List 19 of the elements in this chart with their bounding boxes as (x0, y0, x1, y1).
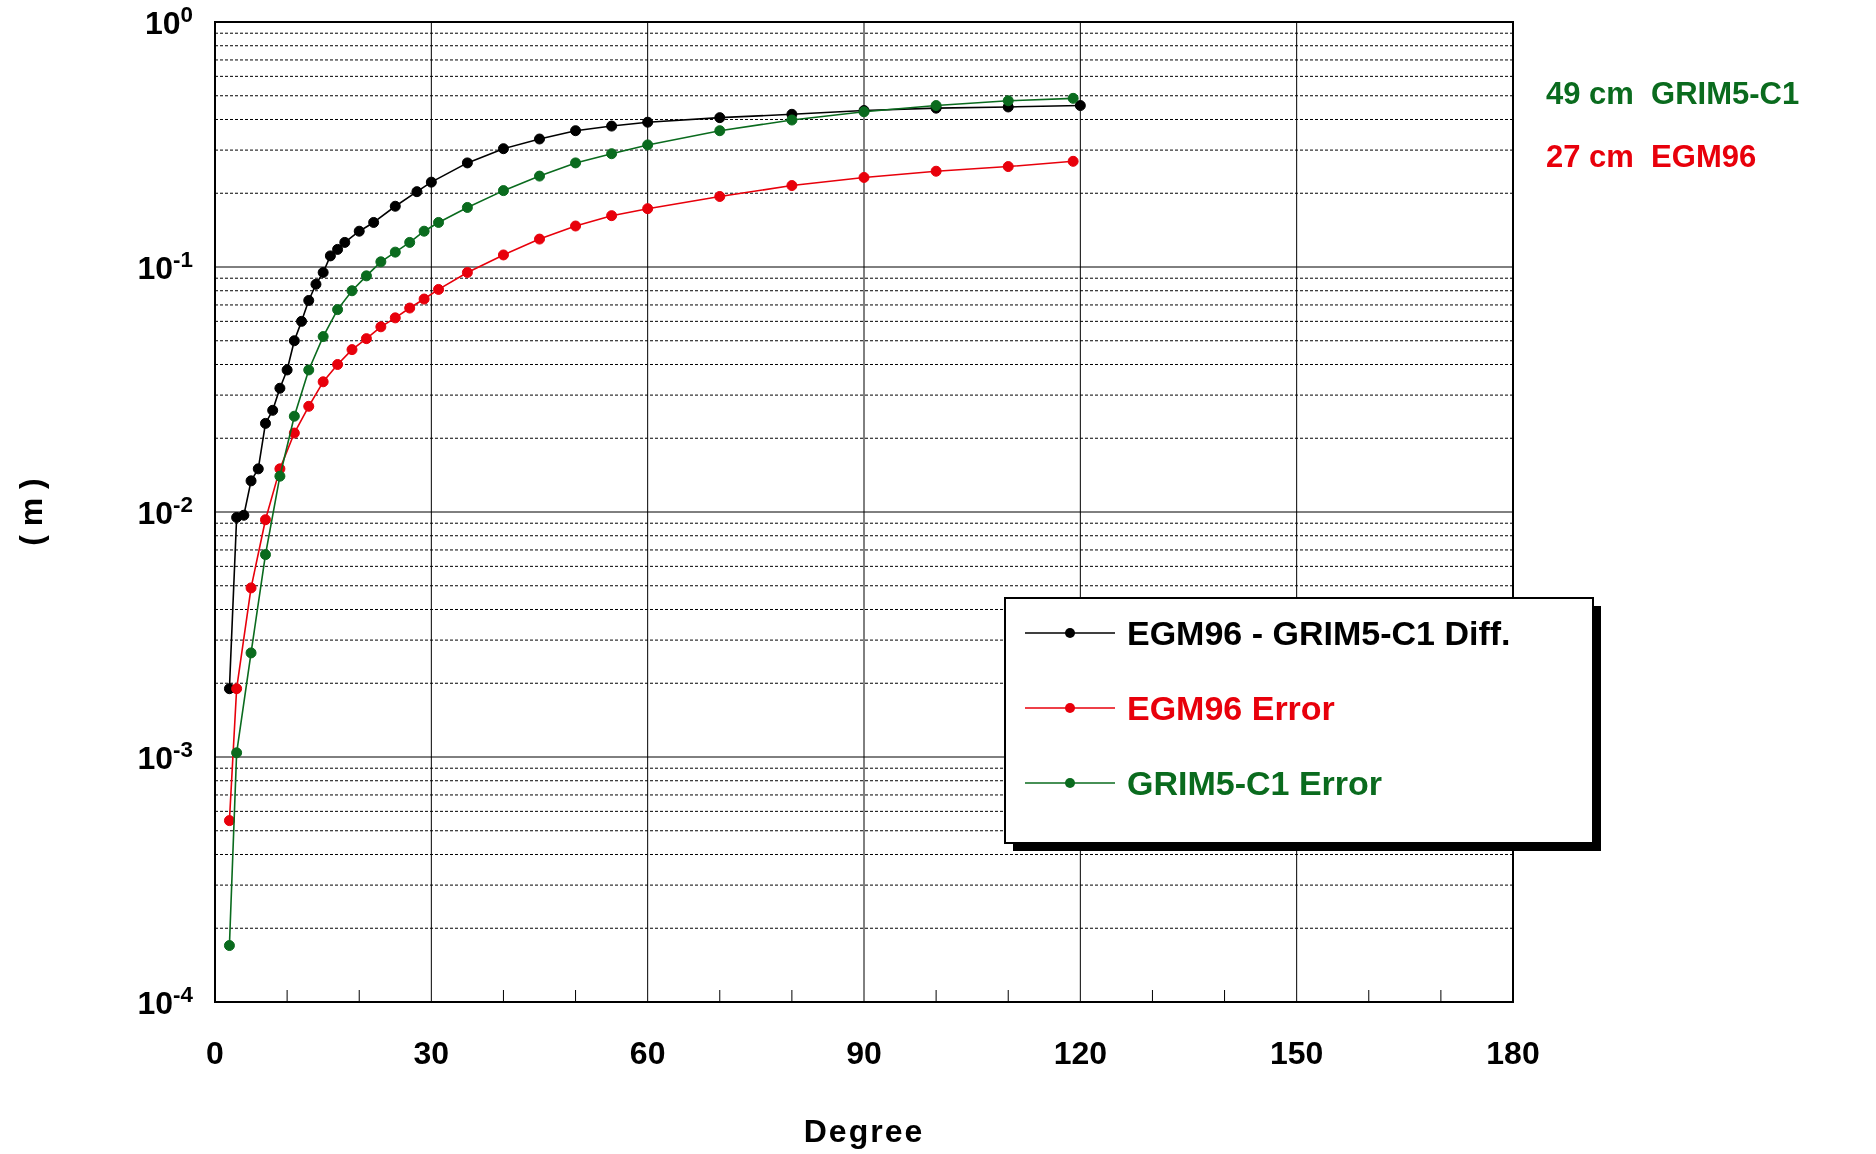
y-tick-label: 10$^{-1}$ (137, 246, 193, 286)
x-axis-title: Degree (803, 1113, 925, 1149)
y-tick-label: 10$^{0}$ (144, 1, 193, 41)
legend-label: EGM96 Error (1127, 689, 1335, 727)
x-tick-label: 90 (846, 1035, 882, 1071)
y-tick-label: 10$^{-3}$ (137, 736, 193, 776)
x-tick-label: 30 (413, 1035, 450, 1071)
y-tick-label: 10$^{-2}$ (137, 491, 193, 531)
x-tick-label: 60 (629, 1035, 666, 1071)
x-tick-label: 180 (1486, 1035, 1540, 1071)
y-axis-title: ( m ) (13, 478, 49, 546)
x-tick-label: 0 (206, 1035, 224, 1071)
legend-label: EGM96 - GRIM5-C1 Diff. (1127, 614, 1511, 652)
x-tick-label: 150 (1269, 1035, 1324, 1071)
y-tick-label: 10$^{-4}$ (137, 981, 194, 1021)
text: 27 cm EGM96 (1546, 139, 1757, 175)
legend-label: GRIM5-C1 Error (1127, 764, 1383, 802)
x-tick-label: 120 (1053, 1035, 1108, 1071)
text: 49 cm GRIM5-C1 (1546, 76, 1800, 112)
